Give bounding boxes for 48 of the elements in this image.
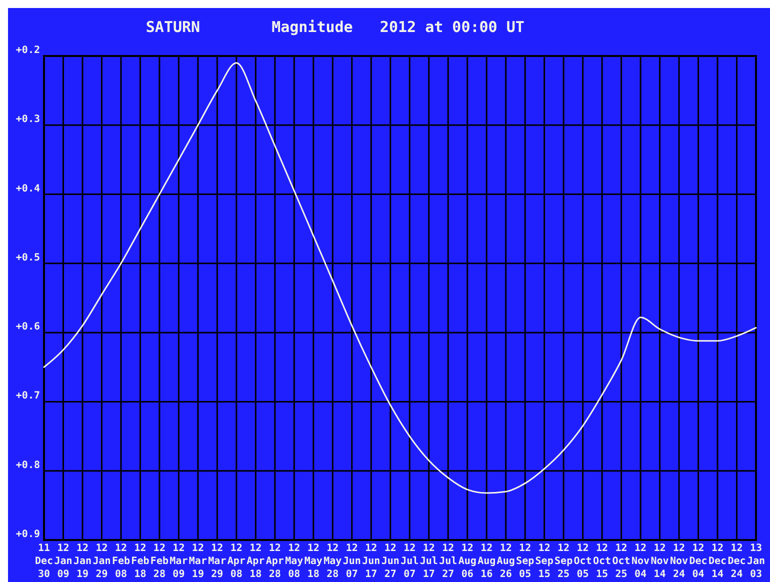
x-tick-label: 12 Jan 29	[92, 543, 111, 580]
x-tick-label: 12 May 28	[324, 543, 342, 580]
x-tick-label: 11 Dec 30	[34, 543, 54, 580]
x-tick-label: 12 Apr 28	[266, 543, 284, 580]
y-tick-label: +0.9	[16, 529, 40, 540]
y-tick-label: +0.3	[16, 114, 40, 126]
x-tick-label: 12 Jul 27	[439, 543, 458, 580]
x-tick-label: 12 Dec 24	[728, 543, 746, 580]
x-tick-label: 12 Oct 25	[612, 543, 630, 580]
x-tick-label: 12 Aug 16	[478, 543, 496, 580]
x-tick-label: 12 Jun 17	[362, 543, 380, 580]
chart-subtitle: Magnitude 2012 at 00:00 UT	[272, 18, 524, 36]
x-tick-label: 12 Sep 25	[554, 543, 573, 580]
x-tick-label: 12 Jan 09	[54, 543, 72, 580]
x-tick-label: 13 Jan 03	[746, 543, 766, 580]
x-tick-label: 12 Jun 27	[381, 543, 400, 580]
chart-title: SATURN	[146, 18, 200, 36]
x-tick-label: 12 Apr 08	[227, 543, 246, 580]
x-tick-label: 12 Sep 05	[516, 543, 534, 580]
x-tick-label: 12 Nov 14	[650, 543, 669, 580]
y-tick-label: +0.7	[16, 390, 40, 402]
x-tick-label: 12 May 08	[285, 543, 304, 580]
x-tick-label: 12 Nov 24	[670, 543, 688, 580]
x-tick-label: 12 Mar 29	[208, 543, 226, 580]
x-tick-label: 12 Mar 09	[170, 543, 188, 580]
y-tick-label: +0.8	[16, 460, 40, 471]
x-tick-label: 12 Jan 19	[73, 543, 92, 580]
x-tick-label: 12 Feb 08	[112, 543, 130, 580]
x-tick-label: 12 Feb 18	[131, 543, 150, 580]
x-tick-label: 12 Aug 26	[496, 543, 515, 580]
x-tick-label: 12 Jul 17	[420, 543, 438, 580]
x-tick-label: 12 Oct 15	[593, 543, 612, 580]
x-tick-label: 12 Nov 04	[632, 543, 650, 580]
x-tick-label: 12 Apr 18	[246, 543, 265, 580]
x-tick-label: 12 May 18	[304, 543, 322, 580]
y-tick-label: +0.2	[16, 45, 40, 56]
x-tick-label: 12 Dec 14	[708, 543, 727, 580]
x-tick-label: 12 Sep 15	[535, 543, 554, 580]
y-tick-label: +0.4	[16, 183, 40, 194]
y-tick-label: +0.5	[16, 252, 40, 264]
x-tick-label: 12 Aug 06	[458, 543, 476, 580]
x-tick-label: 12 Dec 04	[689, 543, 708, 580]
x-tick-label: 12 Jun 07	[342, 543, 361, 580]
x-tick-label: 12 Mar 19	[188, 543, 207, 580]
x-tick-label: 12 Oct 05	[574, 543, 592, 580]
y-tick-label: +0.6	[16, 322, 40, 333]
x-tick-label: 12 Jul 07	[400, 543, 419, 580]
x-tick-label: 12 Feb 28	[150, 543, 168, 580]
